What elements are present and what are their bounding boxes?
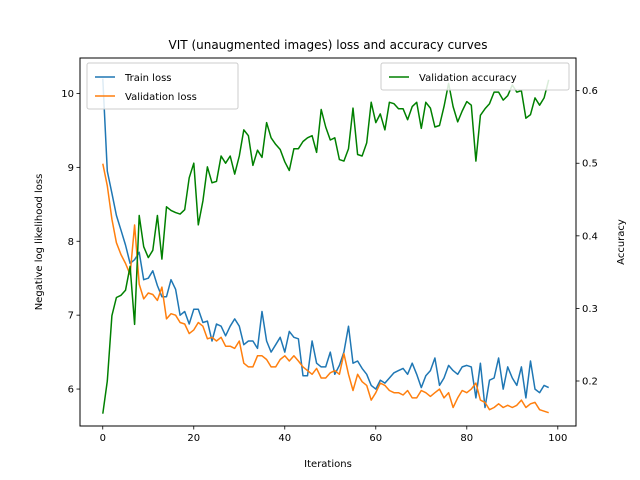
- legend-label: Validation accuracy: [419, 73, 517, 84]
- x-tick-label: 40: [278, 433, 291, 444]
- series-line-validation-loss: [102, 163, 549, 414]
- y-left-tick-label: 10: [61, 89, 74, 100]
- chart-title: VIT (unaugmented images) loss and accura…: [169, 38, 488, 52]
- y-right-tick-label: 0.6: [582, 86, 598, 97]
- legend-box: [380, 62, 570, 91]
- x-tick-label: 60: [369, 433, 382, 444]
- x-tick-label: 0: [100, 433, 106, 444]
- series-line-validation-accuracy: [102, 79, 550, 414]
- y-left-tick-label: 9: [68, 163, 74, 174]
- ticks-layer: 0 20 40 60 80 100 6 7 8 9 10 0.2 0.3 0.4 0.5 0.6: [61, 86, 598, 444]
- legend-left: Train loss Validation loss: [86, 62, 239, 110]
- legend-box: [86, 62, 239, 110]
- plot-frame: [79, 57, 577, 427]
- y-left-tick-label: 6: [68, 385, 74, 396]
- legend-right: Validation accuracy: [380, 62, 570, 91]
- y-left-tick-label: 7: [68, 311, 74, 322]
- x-tick-label: 20: [187, 433, 200, 444]
- y-right-tick-label: 0.2: [582, 376, 598, 387]
- y-right-axis-title: Accuracy: [616, 219, 627, 265]
- y-right-tick-label: 0.3: [582, 304, 598, 315]
- y-right-tick-label: 0.5: [582, 159, 598, 170]
- y-right-tick-label: 0.4: [582, 231, 598, 242]
- legend-label: Validation loss: [125, 92, 197, 103]
- x-tick-label: 80: [460, 433, 473, 444]
- legend-label: Train loss: [124, 73, 172, 84]
- y-left-axis-title: Negative log likelihood loss: [34, 174, 45, 311]
- y-left-tick-label: 8: [68, 237, 74, 248]
- plot-layer: [102, 78, 550, 414]
- x-tick-label: 100: [548, 433, 567, 444]
- x-axis-title: Iterations: [304, 459, 352, 470]
- series-line-train-loss: [102, 78, 550, 409]
